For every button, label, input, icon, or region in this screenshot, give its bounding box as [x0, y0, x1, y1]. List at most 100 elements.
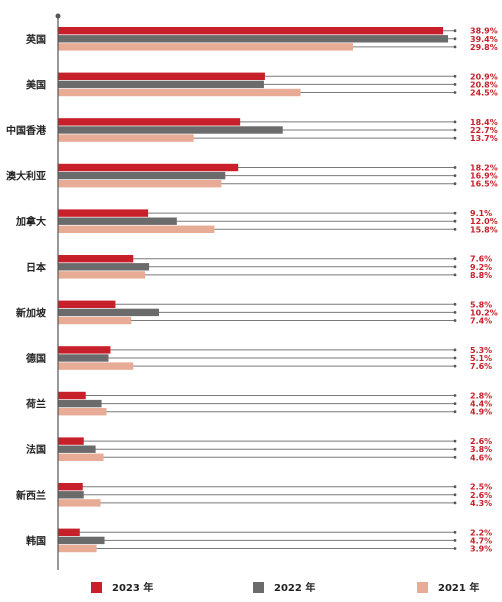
category-label: 日本	[26, 261, 47, 274]
category-group: 5.3%5.1%7.6% 德国	[25, 346, 492, 371]
leader-dot	[453, 37, 457, 41]
category-label: 中国香港	[6, 124, 47, 137]
legend-label: 2021 年	[438, 581, 479, 594]
leader-dot	[453, 74, 457, 78]
leader-dot	[453, 402, 457, 405]
data-label: 5.8%	[470, 300, 492, 309]
data-label: 16.9%	[470, 172, 498, 181]
category-group: 38.9%39.4%29.8% 英国	[25, 27, 498, 52]
category-label: 美国	[26, 78, 46, 91]
data-label: 9.2%	[470, 263, 492, 272]
bar	[58, 180, 222, 188]
category-group: 18.4%22.7%13.7% 中国香港	[6, 118, 498, 143]
bar	[58, 271, 146, 279]
data-label: 2.5%	[470, 483, 492, 492]
leader-dot	[453, 91, 457, 94]
data-label: 16.5%	[470, 180, 498, 189]
data-label: 2.6%	[470, 491, 492, 500]
bar	[58, 445, 96, 453]
bar	[58, 308, 159, 317]
data-label: 12.0%	[470, 217, 498, 226]
category-group: 18.2%16.9%16.5% 澳大利亚	[6, 164, 498, 189]
leader-dot	[453, 227, 457, 231]
bar	[58, 399, 102, 408]
leader-dot	[453, 394, 457, 397]
bar	[58, 27, 444, 35]
data-label: 10.2%	[470, 308, 498, 317]
leader-dot	[453, 485, 457, 489]
data-label: 13.7%	[470, 134, 498, 143]
category-group: 5.8%10.2%7.4% 新加坡	[16, 300, 498, 325]
chart-rows: 38.9%39.4%29.8%英国20.9%20.8%24.5%美国18.4%2…	[6, 27, 498, 554]
data-label: 9.1%	[470, 209, 492, 218]
bar	[58, 300, 116, 308]
bar	[58, 255, 134, 263]
category-label: 荷兰	[25, 398, 46, 411]
legend: 2023 年 2022 年 2021 年	[91, 581, 479, 594]
leader-dot	[453, 356, 457, 360]
data-label: 4.4%	[470, 400, 492, 409]
bar	[58, 483, 83, 491]
leader-dot	[453, 128, 457, 132]
bar	[58, 88, 301, 97]
bar	[58, 362, 134, 370]
legend-label: 2023 年	[112, 581, 153, 594]
bar	[58, 346, 111, 354]
category-group: 20.9%20.8%24.5% 美国	[26, 72, 498, 97]
data-label: 18.4%	[470, 118, 498, 127]
data-label: 3.8%	[470, 445, 492, 454]
bar	[58, 72, 265, 80]
data-label: 7.6%	[470, 362, 492, 371]
legend-swatch	[253, 582, 264, 593]
leader-dot	[453, 447, 457, 451]
leader-dot	[453, 364, 457, 368]
bar	[58, 536, 105, 545]
bar	[58, 354, 109, 362]
leader-dot	[453, 348, 457, 352]
data-label: 7.6%	[470, 255, 492, 264]
bar	[58, 43, 354, 51]
category-label: 加拿大	[15, 215, 46, 228]
data-label: 15.8%	[470, 225, 498, 234]
category-label: 新西兰	[16, 489, 46, 502]
leader-dot	[453, 439, 457, 443]
bar	[58, 134, 194, 142]
category-group: 2.8%4.4%4.9% 荷兰	[25, 392, 492, 417]
data-label: 2.8%	[470, 392, 492, 401]
data-label: 2.2%	[470, 528, 492, 537]
bar	[58, 528, 80, 536]
category-group: 2.5%2.6%4.3% 新西兰	[16, 483, 492, 508]
bar	[58, 171, 226, 180]
leader-dot	[453, 273, 457, 277]
leader-dot	[453, 45, 457, 49]
data-label: 3.9%	[470, 545, 492, 554]
bar	[58, 316, 132, 325]
data-label: 22.7%	[470, 126, 498, 135]
leader-dot	[453, 211, 457, 215]
data-label: 8.8%	[470, 271, 492, 280]
bar	[58, 544, 97, 553]
leader-dot	[453, 530, 457, 534]
leader-dot	[453, 136, 457, 140]
leader-dot	[453, 319, 457, 322]
legend-label: 2022 年	[274, 581, 315, 594]
leader-dot	[453, 547, 457, 550]
bar	[58, 437, 84, 445]
leader-dot	[453, 265, 457, 269]
leader-dot	[453, 166, 457, 169]
leader-dot	[453, 410, 457, 414]
data-label: 2.6%	[470, 437, 492, 446]
leader-dot	[453, 83, 457, 86]
data-label: 5.1%	[470, 354, 492, 363]
bar	[58, 491, 84, 499]
data-label: 4.3%	[470, 499, 492, 508]
category-label: 韩国	[26, 534, 46, 547]
data-label: 4.7%	[470, 536, 492, 545]
leader-dot	[453, 257, 457, 261]
data-label: 29.8%	[470, 43, 498, 52]
leader-dot	[453, 219, 457, 223]
category-label: 英国	[25, 33, 46, 46]
leader-dot	[453, 174, 457, 178]
bar	[58, 126, 283, 134]
